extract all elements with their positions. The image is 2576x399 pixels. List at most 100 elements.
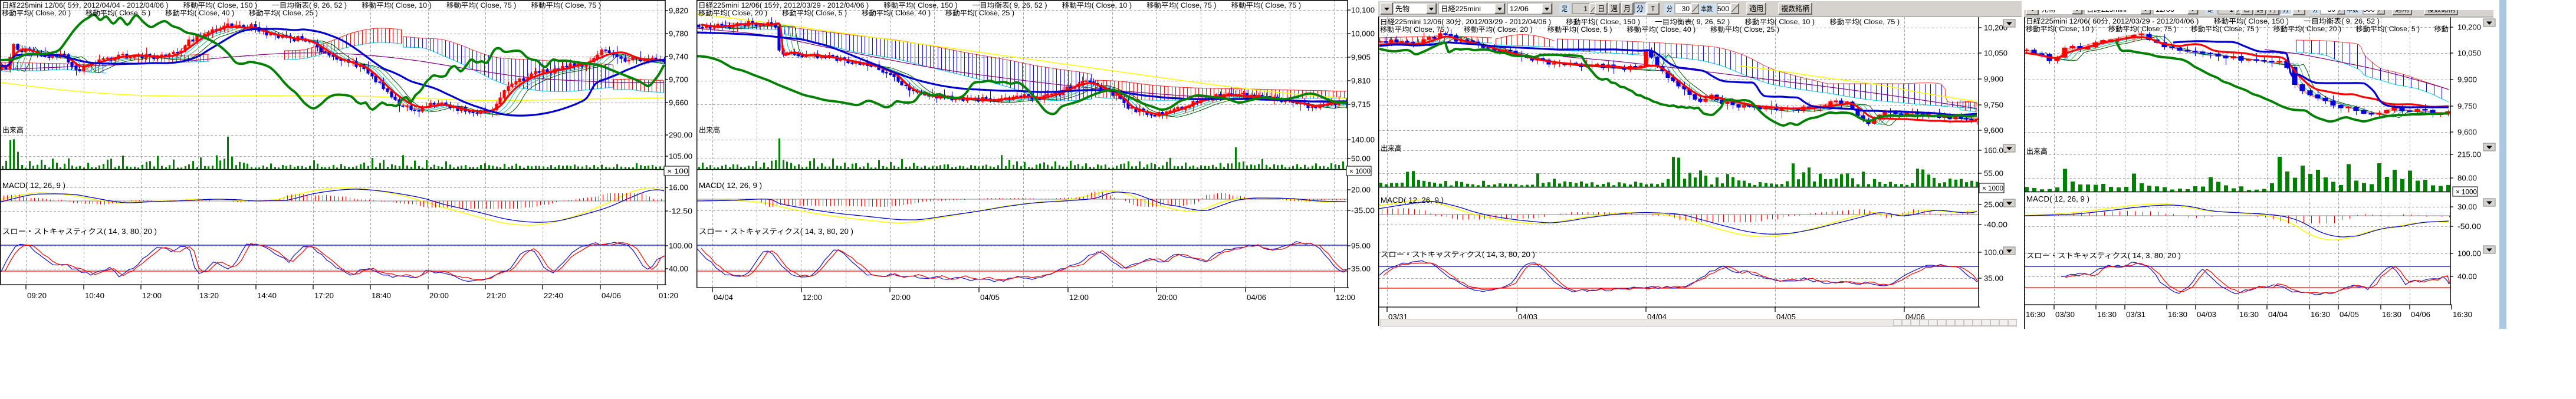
svg-text:× 100: × 100 [667, 169, 688, 176]
svg-text:適用: 適用 [1749, 4, 1763, 13]
svg-text:日経225mini: 日経225mini [1441, 5, 1481, 13]
svg-text:16:30: 16:30 [2453, 311, 2472, 319]
svg-text:移動平均( Close, 20 ) 移動平均( Close: 移動平均( Close, 20 ) 移動平均( Close, 5 ) 移動平均(… [2, 9, 318, 17]
svg-text:スロー・ストキャスティクス( 14, 3, 80, 20 ): スロー・ストキャスティクス( 14, 3, 80, 20 ) [2, 227, 157, 236]
svg-text:14:40: 14:40 [257, 292, 277, 300]
svg-text:9,780: 9,780 [669, 30, 688, 38]
svg-text:T: T [1651, 5, 1655, 13]
svg-text:20:00: 20:00 [891, 294, 911, 302]
svg-text:30.00: 30.00 [2457, 203, 2477, 212]
svg-text:03/30: 03/30 [2055, 311, 2075, 319]
svg-text:複数銘柄: 複数銘柄 [1781, 4, 1809, 13]
svg-text:10,000: 10,000 [1351, 30, 1375, 38]
svg-text:10:40: 10:40 [85, 292, 104, 300]
svg-text:50.00: 50.00 [1351, 155, 1371, 163]
svg-text:12:00: 12:00 [142, 292, 162, 300]
svg-text:9,900: 9,900 [2457, 76, 2477, 84]
svg-text:日経225mini 12/06( 5分, 2012/04/0: 日経225mini 12/06( 5分, 2012/04/04 - 2012/0… [2, 1, 601, 9]
svg-text:出来高: 出来高 [699, 126, 720, 134]
svg-text:9,600: 9,600 [1984, 127, 2003, 135]
svg-text:03/31: 03/31 [2126, 311, 2145, 319]
svg-text:16:30: 16:30 [2382, 311, 2401, 319]
svg-text:分: 分 [1667, 5, 1673, 13]
svg-text:35.00: 35.00 [1984, 275, 2003, 283]
svg-text:出来高: 出来高 [1381, 144, 1402, 153]
svg-text:月: 月 [1624, 5, 1631, 13]
svg-text:13:20: 13:20 [199, 292, 219, 300]
svg-text:16.00: 16.00 [669, 184, 688, 192]
svg-text:-50.00: -50.00 [2457, 223, 2481, 231]
svg-text:16:30: 16:30 [2168, 311, 2187, 319]
svg-text:× 1000: × 1000 [1982, 186, 2003, 193]
svg-text:105.00: 105.00 [669, 153, 692, 161]
svg-text:-12.50: -12.50 [669, 207, 692, 216]
svg-text:スロー・ストキャスティクス( 14, 3, 80, 20 ): スロー・ストキャスティクス( 14, 3, 80, 20 ) [699, 227, 853, 236]
svg-text:日経225mini 12/06( 15分, 2012/03/: 日経225mini 12/06( 15分, 2012/03/29 - 2012/… [698, 1, 1301, 9]
svg-text:-40.00: -40.00 [1984, 221, 2007, 229]
svg-text:9,905: 9,905 [1351, 54, 1371, 62]
svg-text:× 1000: × 1000 [2456, 189, 2477, 196]
svg-text:週: 週 [1611, 5, 1618, 13]
svg-text:12:00: 12:00 [1069, 294, 1089, 302]
svg-text:04/05: 04/05 [2340, 311, 2359, 319]
svg-text:20.00: 20.00 [1351, 186, 1371, 194]
svg-text:35.00: 35.00 [1351, 265, 1371, 273]
svg-text:30: 30 [1682, 5, 1690, 13]
svg-text:01:20: 01:20 [659, 292, 678, 300]
svg-text:04/06: 04/06 [1247, 294, 1266, 302]
svg-text:日経225mini 12/06( 60分, 2012/03/: 日経225mini 12/06( 60分, 2012/03/29 - 2012/… [2026, 17, 2380, 25]
svg-text:95.00: 95.00 [1351, 242, 1371, 250]
svg-text:10,200: 10,200 [1984, 24, 2007, 32]
svg-text:04/03: 04/03 [2197, 311, 2216, 319]
svg-text:500: 500 [1717, 5, 1729, 13]
svg-text:MACD( 12, 26, 9 ): MACD( 12, 26, 9 ) [2026, 195, 2089, 203]
svg-text:16:30: 16:30 [2097, 311, 2117, 319]
svg-text:スロー・ストキャスティクス( 14, 3, 80, 20 ): スロー・ストキャスティクス( 14, 3, 80, 20 ) [1381, 250, 1535, 259]
svg-text:移動平均( Close, 10 ) 移動平均( Close: 移動平均( Close, 10 ) 移動平均( Close, 75 ) 移動平均… [2026, 25, 2449, 33]
svg-text:12/06: 12/06 [1510, 5, 1529, 13]
svg-text:9,700: 9,700 [669, 76, 688, 84]
svg-text:25.00: 25.00 [1984, 201, 2003, 209]
svg-text:160.00: 160.00 [1984, 147, 2007, 155]
svg-text:9,600: 9,600 [2457, 128, 2477, 137]
svg-text:04/04: 04/04 [714, 294, 733, 302]
svg-text:出来高: 出来高 [2026, 147, 2048, 156]
svg-text:100.00: 100.00 [2457, 250, 2481, 258]
svg-text:9,900: 9,900 [1984, 75, 2003, 84]
svg-text:分: 分 [1637, 5, 1644, 13]
svg-text:× 1000: × 1000 [1349, 169, 1371, 176]
svg-text:09:20: 09:20 [27, 292, 47, 300]
svg-text:20:00: 20:00 [429, 292, 449, 300]
svg-text:22:40: 22:40 [544, 292, 563, 300]
svg-text:10,050: 10,050 [1984, 50, 2007, 58]
svg-text:日経225mini 12/06( 30分, 2012/03/: 日経225mini 12/06( 30分, 2012/03/29 - 2012/… [1380, 18, 1900, 26]
svg-text:移動平均( Close, 20 ) 移動平均( Close: 移動平均( Close, 20 ) 移動平均( Close, 5 ) 移動平均(… [698, 9, 1014, 17]
svg-text:スロー・ストキャスティクス( 14, 3, 80, 20 ): スロー・ストキャスティクス( 14, 3, 80, 20 ) [2026, 252, 2181, 260]
svg-text:足: 足 [1562, 6, 1568, 13]
svg-text:100.00: 100.00 [1984, 249, 2007, 257]
svg-text:16:30: 16:30 [2239, 311, 2259, 319]
svg-text:16:30: 16:30 [2311, 311, 2330, 319]
svg-text:04/06: 04/06 [602, 292, 621, 300]
svg-text:12:00: 12:00 [803, 294, 822, 302]
svg-text:9,660: 9,660 [669, 99, 688, 107]
svg-text:12:00: 12:00 [1336, 294, 1355, 302]
svg-text:先物: 先物 [1395, 5, 1409, 13]
svg-text:9,740: 9,740 [669, 53, 688, 61]
svg-text:-35.00: -35.00 [1351, 207, 1375, 215]
svg-text:290.00: 290.00 [669, 131, 692, 140]
svg-text:出来高: 出来高 [2, 126, 24, 134]
svg-text:MACD( 12, 26, 9 ): MACD( 12, 26, 9 ) [2, 182, 65, 190]
svg-text:9,750: 9,750 [2457, 103, 2477, 111]
svg-text:16:30: 16:30 [2026, 311, 2045, 319]
svg-text:移動平均( Close, 75 ) 移動平均( Close: 移動平均( Close, 75 ) 移動平均( Close, 20 ) 移動平均… [1380, 25, 1779, 34]
svg-text:40.00: 40.00 [669, 265, 688, 273]
svg-text:10,200: 10,200 [2457, 24, 2481, 32]
svg-text:18:40: 18:40 [372, 292, 391, 300]
svg-text:17:20: 17:20 [314, 292, 334, 300]
svg-text:20:00: 20:00 [1158, 294, 1177, 302]
svg-text:10,100: 10,100 [1351, 6, 1375, 15]
svg-text:04/05: 04/05 [980, 294, 1000, 302]
svg-text:MACD( 12, 26, 9 ): MACD( 12, 26, 9 ) [1381, 196, 1444, 205]
svg-text:40.00: 40.00 [2457, 273, 2477, 281]
